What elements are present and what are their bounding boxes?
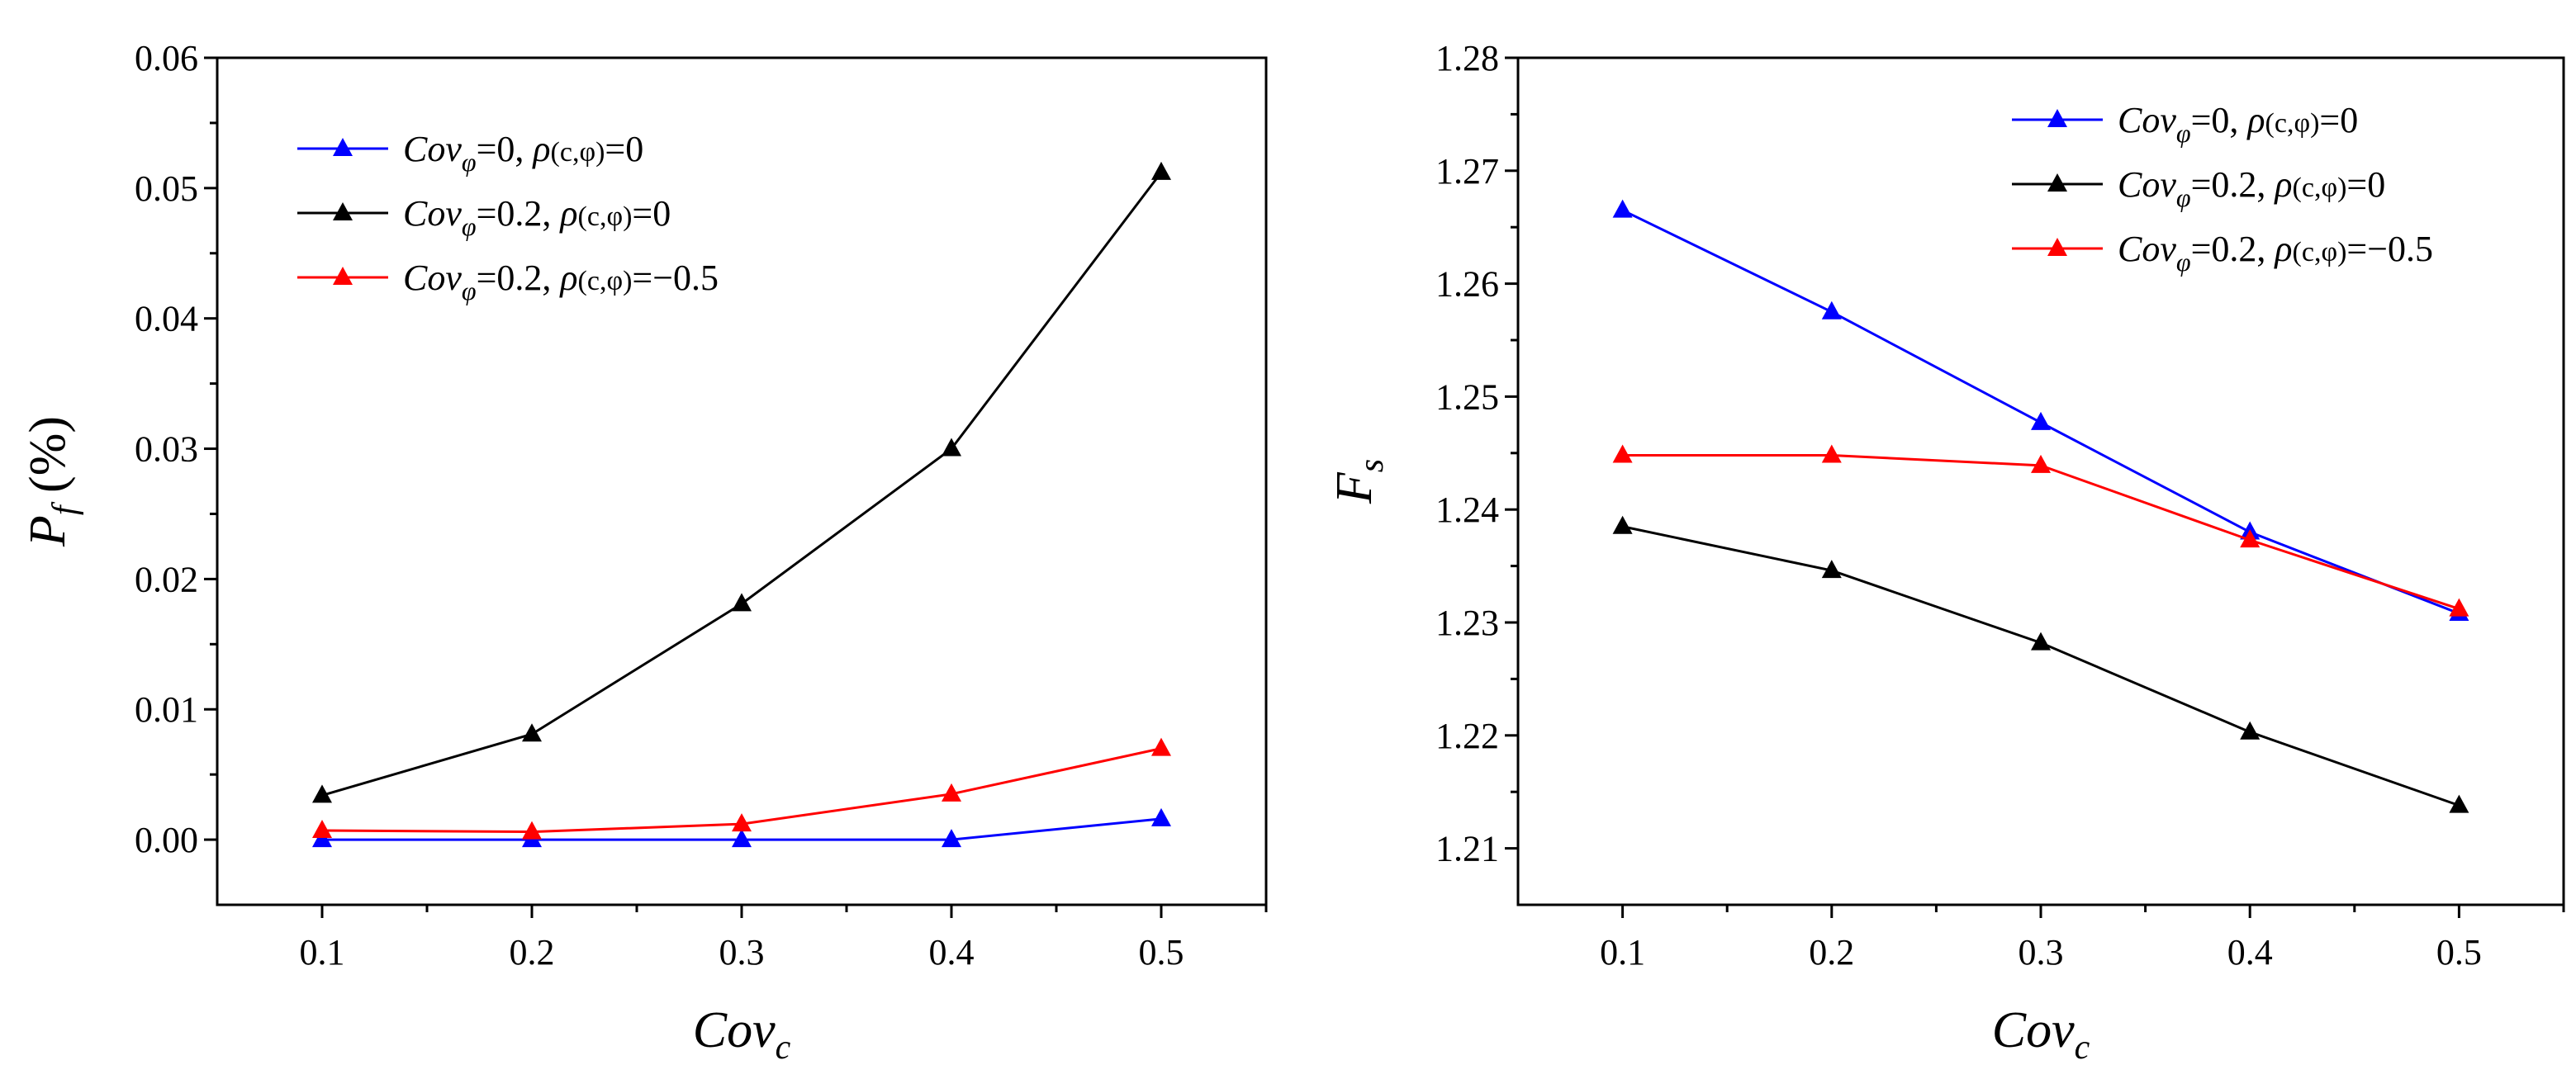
plot-frame xyxy=(216,56,1268,906)
x-tick-label: 0.4 xyxy=(929,932,975,973)
y-axis-title: Fs xyxy=(1326,459,1391,504)
series-1-point xyxy=(1821,560,1842,579)
legend-marker-2 xyxy=(2047,238,2067,256)
x-tick-label: 0.2 xyxy=(1809,932,1854,973)
x-tick-label: 0.5 xyxy=(2436,932,2482,973)
series-2-point xyxy=(1151,737,1171,756)
y-tick-label: 0.01 xyxy=(135,689,198,730)
series-2-point xyxy=(1821,444,1842,463)
y-tick-label: 0.06 xyxy=(135,38,198,78)
legend-label-2: Covφ=0.2, ρ(c,φ)=−0.5 xyxy=(2118,229,2433,277)
series-2-point xyxy=(942,783,961,802)
series-1-point xyxy=(2240,721,2261,740)
series-0-point xyxy=(312,829,332,848)
x-tick-label: 0.3 xyxy=(2019,932,2064,973)
x-tick-label: 0.3 xyxy=(719,932,765,973)
x-tick-label: 0.2 xyxy=(510,932,555,973)
legend-marker-0 xyxy=(333,138,353,156)
series-2-point xyxy=(2031,454,2051,473)
series-0-point xyxy=(2031,411,2051,430)
y-tick-label: 1.21 xyxy=(1435,829,1499,869)
series-2-point xyxy=(312,820,332,839)
y-tick-label: 1.27 xyxy=(1435,151,1499,192)
series-2-point xyxy=(522,821,542,840)
y-tick-label: 1.23 xyxy=(1435,603,1499,643)
y-axis-title: Pf (%) xyxy=(20,416,84,547)
series-1-point xyxy=(1151,161,1171,180)
legend-marker-0 xyxy=(2047,109,2067,127)
series-1-point xyxy=(1612,515,1633,534)
series-0-point xyxy=(1821,301,1842,319)
y-tick-label: 1.22 xyxy=(1435,716,1499,756)
series-2-point xyxy=(2449,598,2469,617)
series-1-point xyxy=(2031,632,2051,651)
y-tick-label: 1.26 xyxy=(1435,264,1499,305)
series-2-point xyxy=(1612,444,1633,463)
series-0-point xyxy=(732,829,752,848)
x-tick-label: 0.1 xyxy=(1600,932,1645,973)
y-tick-label: 0.03 xyxy=(135,429,198,470)
legend-label-0: Covφ=0, ρ(c,φ)=0 xyxy=(2118,100,2358,148)
y-tick-label: 0.04 xyxy=(135,299,198,339)
x-tick-label: 0.5 xyxy=(1139,932,1184,973)
right-chart-fs: 1.21 1.22 1.23 1.24 1.25 1.26 1.27 1.28 0.1 0.2 0.… xyxy=(1326,38,2565,1067)
series-2-point xyxy=(732,813,752,832)
legend-label-1: Covφ=0.2, ρ(c,φ)=0 xyxy=(403,193,671,241)
legend-label-0: Covφ=0, ρ(c,φ)=0 xyxy=(403,129,643,177)
x-tick-label: 0.1 xyxy=(300,932,345,973)
legend-label-2: Covφ=0.2, ρ(c,φ)=−0.5 xyxy=(403,258,719,305)
y-tick-label: 1.24 xyxy=(1435,490,1499,530)
series-1-point xyxy=(312,784,332,803)
legend-marker-1 xyxy=(333,202,353,220)
series-0-point xyxy=(1612,199,1633,218)
series-line-2 xyxy=(1622,454,2460,611)
legend-marker-1 xyxy=(2047,173,2067,192)
legend-label-1: Covφ=0.2, ρ(c,φ)=0 xyxy=(2118,164,2385,212)
x-axis-title: Covc xyxy=(1992,1002,2090,1067)
series-1-point xyxy=(522,723,542,742)
x-tick-label: 0.4 xyxy=(2227,932,2273,973)
series-1-point xyxy=(2449,794,2469,813)
series-2-point xyxy=(2240,529,2261,548)
y-tick-label: 1.28 xyxy=(1435,38,1499,78)
left-chart-pf: 0.00 0.01 0.02 0.03 0.04 0.05 0.06 0.1 0.2 0.3 0.4… xyxy=(20,38,1268,1067)
series-1-point xyxy=(942,438,961,457)
y-tick-label: 1.25 xyxy=(1435,376,1499,417)
y-tick-label: 0.05 xyxy=(135,168,198,209)
series-1-point xyxy=(732,593,752,612)
x-axis-title: Covc xyxy=(693,1002,791,1067)
series-0-point xyxy=(942,829,961,848)
y-tick-label: 0.00 xyxy=(135,820,198,860)
y-tick-label: 0.02 xyxy=(135,559,198,599)
series-0-point xyxy=(1151,807,1171,826)
legend-marker-2 xyxy=(333,267,353,285)
